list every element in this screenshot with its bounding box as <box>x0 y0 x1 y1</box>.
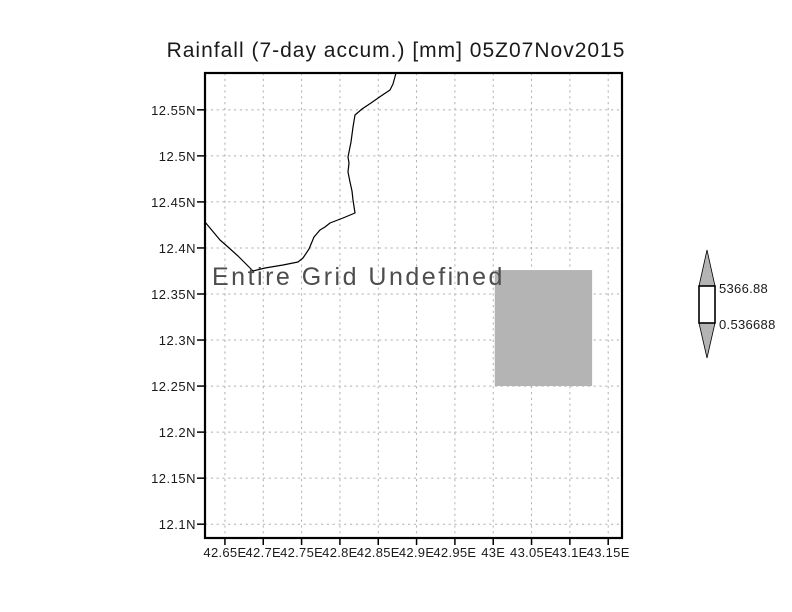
plot-frame <box>203 71 624 540</box>
grid-lines <box>205 73 622 538</box>
colorbar-icon <box>698 249 716 359</box>
coastline <box>204 72 397 272</box>
axis-ticks <box>197 109 609 545</box>
undefined-grid-cell <box>494 270 593 387</box>
